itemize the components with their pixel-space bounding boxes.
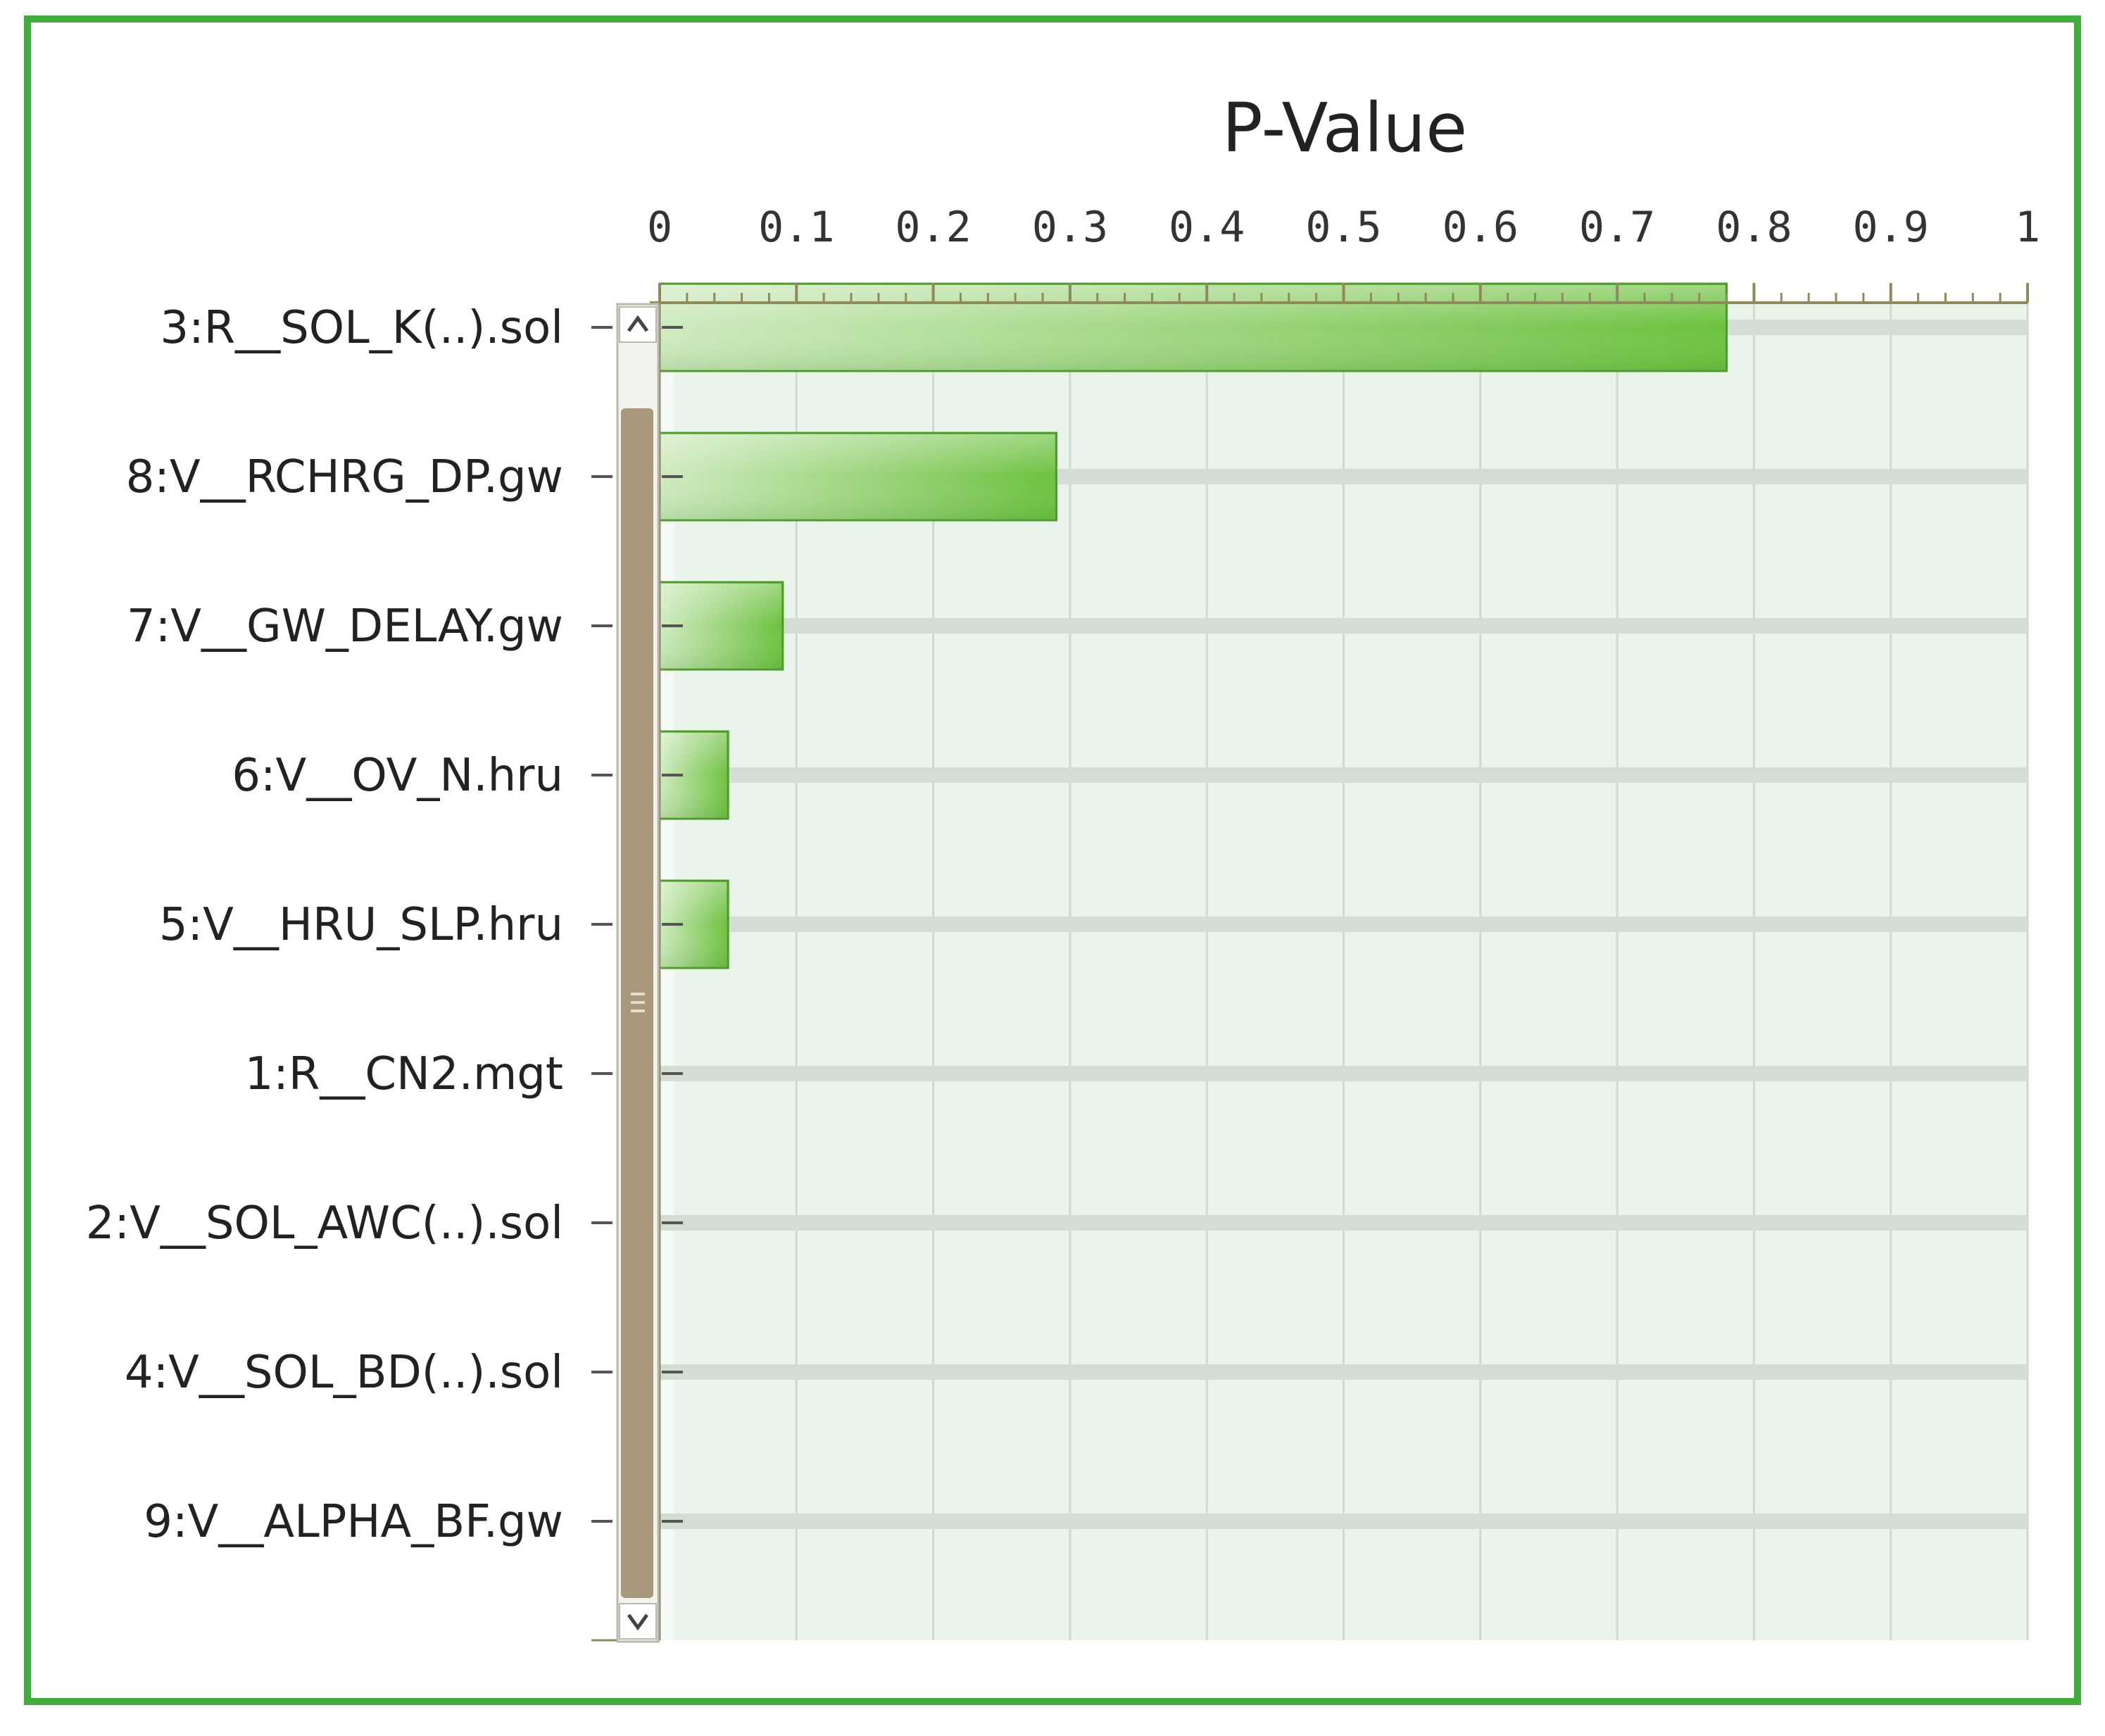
category-label: 7:V__GW_DELAY.gw <box>127 600 563 653</box>
x-tick-label: 0.6 <box>1443 203 1519 252</box>
x-tick-label: 0.7 <box>1579 203 1655 252</box>
bar-track <box>660 1066 2028 1081</box>
bar-track <box>660 1514 2028 1529</box>
category-labels: 3:R__SOL_K(..).sol 8:V__RCHRG_DP.gw 7:V__G… <box>86 302 563 1548</box>
bar-track <box>660 1215 2028 1231</box>
category-label: 2:V__SOL_AWC(..).sol <box>86 1197 563 1250</box>
chevron-up-icon[interactable] <box>619 306 657 343</box>
bar-shading <box>661 285 1726 370</box>
x-tick-label: 0.3 <box>1032 203 1108 252</box>
bar-track <box>660 618 2028 634</box>
bar-shading <box>661 434 1055 519</box>
x-tick-label: 0 <box>647 203 672 252</box>
x-tick-label: 0.4 <box>1169 203 1245 252</box>
x-tick-label: 0.5 <box>1305 203 1381 252</box>
category-label: 1:R__CN2.mgt <box>245 1048 563 1100</box>
x-tick-label: 0.1 <box>758 203 834 252</box>
x-tick-label: 0.2 <box>895 203 971 252</box>
x-tick-label: 0.8 <box>1716 203 1792 252</box>
category-label: 5:V__HRU_SLP.hru <box>159 899 563 951</box>
vertical-scrollbar[interactable] <box>616 303 660 1643</box>
x-tick-label: 1 <box>2015 203 2040 252</box>
bar-track <box>660 1364 2028 1380</box>
bars <box>658 282 1728 969</box>
x-axis: 0 0.1 0.2 0.3 0.4 0.5 0.6 0.7 0.8 0.9 1 <box>591 203 2040 1642</box>
x-tick-label: 0.9 <box>1853 203 1929 252</box>
grip-icon <box>631 993 645 1012</box>
bar-track <box>660 767 2028 783</box>
category-label: 8:V__RCHRG_DP.gw <box>126 451 563 503</box>
bar-track <box>660 917 2028 932</box>
chart-title: P-Value <box>1222 89 1467 168</box>
grid-lines <box>795 303 2029 1640</box>
category-label: 6:V__OV_N.hru <box>232 750 563 802</box>
chevron-down-icon[interactable] <box>619 1603 657 1640</box>
category-label: 4:V__SOL_BD(..).sol <box>125 1347 563 1399</box>
category-label: 9:V__ALPHA_BF.gw <box>144 1496 563 1548</box>
category-label: 3:R__SOL_K(..).sol <box>160 302 563 354</box>
